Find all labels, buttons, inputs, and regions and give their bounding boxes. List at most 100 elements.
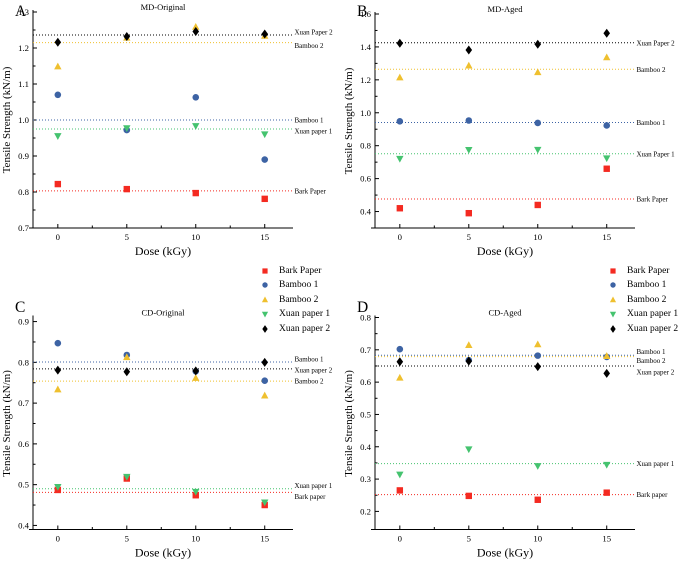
y-tick-label: 1.2 (360, 75, 371, 85)
ref-line-label: Xuan paper 1 (637, 460, 675, 468)
marker-triangle-up (396, 73, 404, 81)
y-tick-label: 0.6 (18, 439, 30, 449)
marker-triangle-down (123, 473, 131, 481)
x-tick-label: 0 (398, 534, 403, 544)
panel-letter: D (357, 299, 368, 316)
diamond-legend-icon (610, 324, 616, 333)
chart-svg-B: B MD-Aged 0.4 0.6 0.8 1.0 1.2 1.4 1.6 0 5 10 15 Dose … (343, 3, 676, 258)
x-tick-label: 15 (260, 232, 269, 242)
y-tick-label: 0.7 (18, 398, 30, 408)
marker-circle (603, 122, 611, 129)
marker-circle (54, 339, 62, 347)
x-tick-label: 10 (533, 534, 542, 544)
triangle-up-legend-icon (609, 296, 617, 302)
legend-panel-d: Bark Paper Bamboo 1 Bamboo 2 Xuan paper 1 Xu… (607, 264, 678, 336)
legend-label: Bamboo 1 (627, 280, 667, 291)
y-tick-label: 0.3 (360, 474, 371, 484)
y-tick-label: 0.6 (360, 174, 372, 184)
legend-label: Xuan paper 1 (627, 309, 679, 320)
x-tick-label: 15 (602, 232, 611, 242)
y-tick-label: 1.4 (360, 42, 372, 52)
x-tick-label: 10 (191, 534, 200, 544)
y-axis-label: Tensile Strength (kN/m) (343, 370, 355, 477)
marker-square (603, 489, 610, 496)
marker-triangle-up (465, 341, 473, 348)
ref-line-label: Bamboo 1 (637, 119, 666, 127)
panel-letter: C (15, 299, 25, 316)
ref-line-label: Bamboo 2 (295, 378, 324, 386)
ref-line-label: Xuan paper 1 (295, 128, 333, 136)
y-tick-label: 0.2 (360, 506, 371, 516)
ref-line-label: Bamboo 2 (295, 42, 324, 50)
x-tick-label: 10 (533, 232, 542, 242)
square-legend-icon (262, 268, 268, 274)
chart-title: CD-Aged (488, 308, 522, 318)
marker-triangle-up (192, 23, 200, 30)
marker-square (192, 189, 199, 197)
marker-triangle-down (465, 146, 473, 154)
marker-circle (465, 117, 473, 124)
ref-line-label: Bark Paper (637, 196, 669, 204)
ref-line-label: Bamboo 1 (637, 348, 666, 356)
x-axis-label: Dose (kGy) (477, 546, 533, 560)
marker-triangle-down (396, 155, 404, 163)
x-tick-label: 0 (56, 534, 61, 544)
y-tick-label: 0.9 (18, 317, 29, 327)
marker-diamond (54, 37, 62, 47)
y-tick-label: 0.5 (18, 480, 29, 490)
triangle-up-legend-icon (261, 296, 269, 302)
y-tick-label: 0.4 (360, 207, 372, 217)
y-tick-label: 0.8 (18, 187, 30, 197)
ref-line-label: Xuan Paper 2 (637, 39, 676, 47)
marker-triangle-up (396, 373, 404, 381)
ref-line-label: Bamboo 1 (295, 117, 324, 125)
legend-label: Bamboo 2 (279, 294, 319, 305)
marker-triangle-down (609, 312, 617, 318)
legend-item: Xuan paper 1 (607, 308, 678, 322)
marker-circle (192, 94, 200, 101)
ref-line-label: Bark Paper (295, 187, 327, 195)
marker-triangle-up (54, 62, 62, 70)
marker-triangle-down (465, 446, 473, 454)
legend-label: Xuan paper 2 (627, 323, 679, 334)
marker-triangle-down (534, 463, 542, 470)
marker-triangle-up (192, 374, 200, 381)
marker-triangle-up (261, 296, 269, 302)
legend-item: Bamboo 1 (259, 279, 330, 293)
x-tick-label: 5 (125, 534, 129, 544)
y-tick-label: 0.9 (18, 151, 29, 161)
y-tick-label: 1.0 (360, 108, 372, 118)
marker-triangle-down (192, 488, 200, 496)
panel-letter: A (15, 3, 27, 20)
x-axis-label: Dose (kGy) (135, 546, 191, 560)
marker-square (610, 268, 616, 274)
chart-svg-D: D CD-Aged 0.2 0.3 0.4 0.5 0.6 0.7 0.8 0 5 10 15 Dose … (343, 299, 675, 560)
marker-diamond (396, 38, 404, 48)
marker-diamond (261, 29, 269, 39)
y-tick-label: 0.8 (18, 357, 30, 367)
y-tick-label: 0.7 (18, 223, 30, 233)
marker-circle (396, 118, 404, 125)
y-tick-label: 0.5 (360, 409, 371, 419)
legend-item: Bark Paper (607, 264, 678, 278)
marker-diamond (54, 365, 62, 375)
y-tick-label: 0.4 (18, 520, 30, 530)
ref-line-label: Bark paper (295, 493, 327, 501)
marker-diamond (262, 324, 268, 333)
ref-line-label: Bark paper (637, 491, 669, 499)
marker-triangle-down (54, 484, 62, 491)
marker-square (262, 268, 268, 274)
marker-triangle-down (123, 125, 131, 133)
chart-panel-c: C CD-Original 0.4 0.5 0.6 0.7 0.8 0.9 0 5 10 15 Dose… (0, 281, 343, 563)
marker-triangle-up (54, 385, 62, 393)
ref-line-label: Xuan paper 1 (295, 482, 333, 490)
y-tick-label: 0.8 (360, 141, 372, 151)
marker-diamond (396, 357, 404, 367)
x-tick-label: 15 (260, 534, 269, 544)
ref-line-label: Bamboo 1 (295, 355, 324, 363)
legend-label: Xuan paper 2 (279, 323, 331, 334)
marker-diamond (603, 28, 611, 38)
chart-panel-a: A MD-Original 0.7 0.8 0.9 1.0 1.1 1.2 1.3 0 5 10 15 D… (0, 0, 343, 282)
x-tick-label: 0 (398, 232, 403, 242)
marker-square (261, 195, 268, 203)
